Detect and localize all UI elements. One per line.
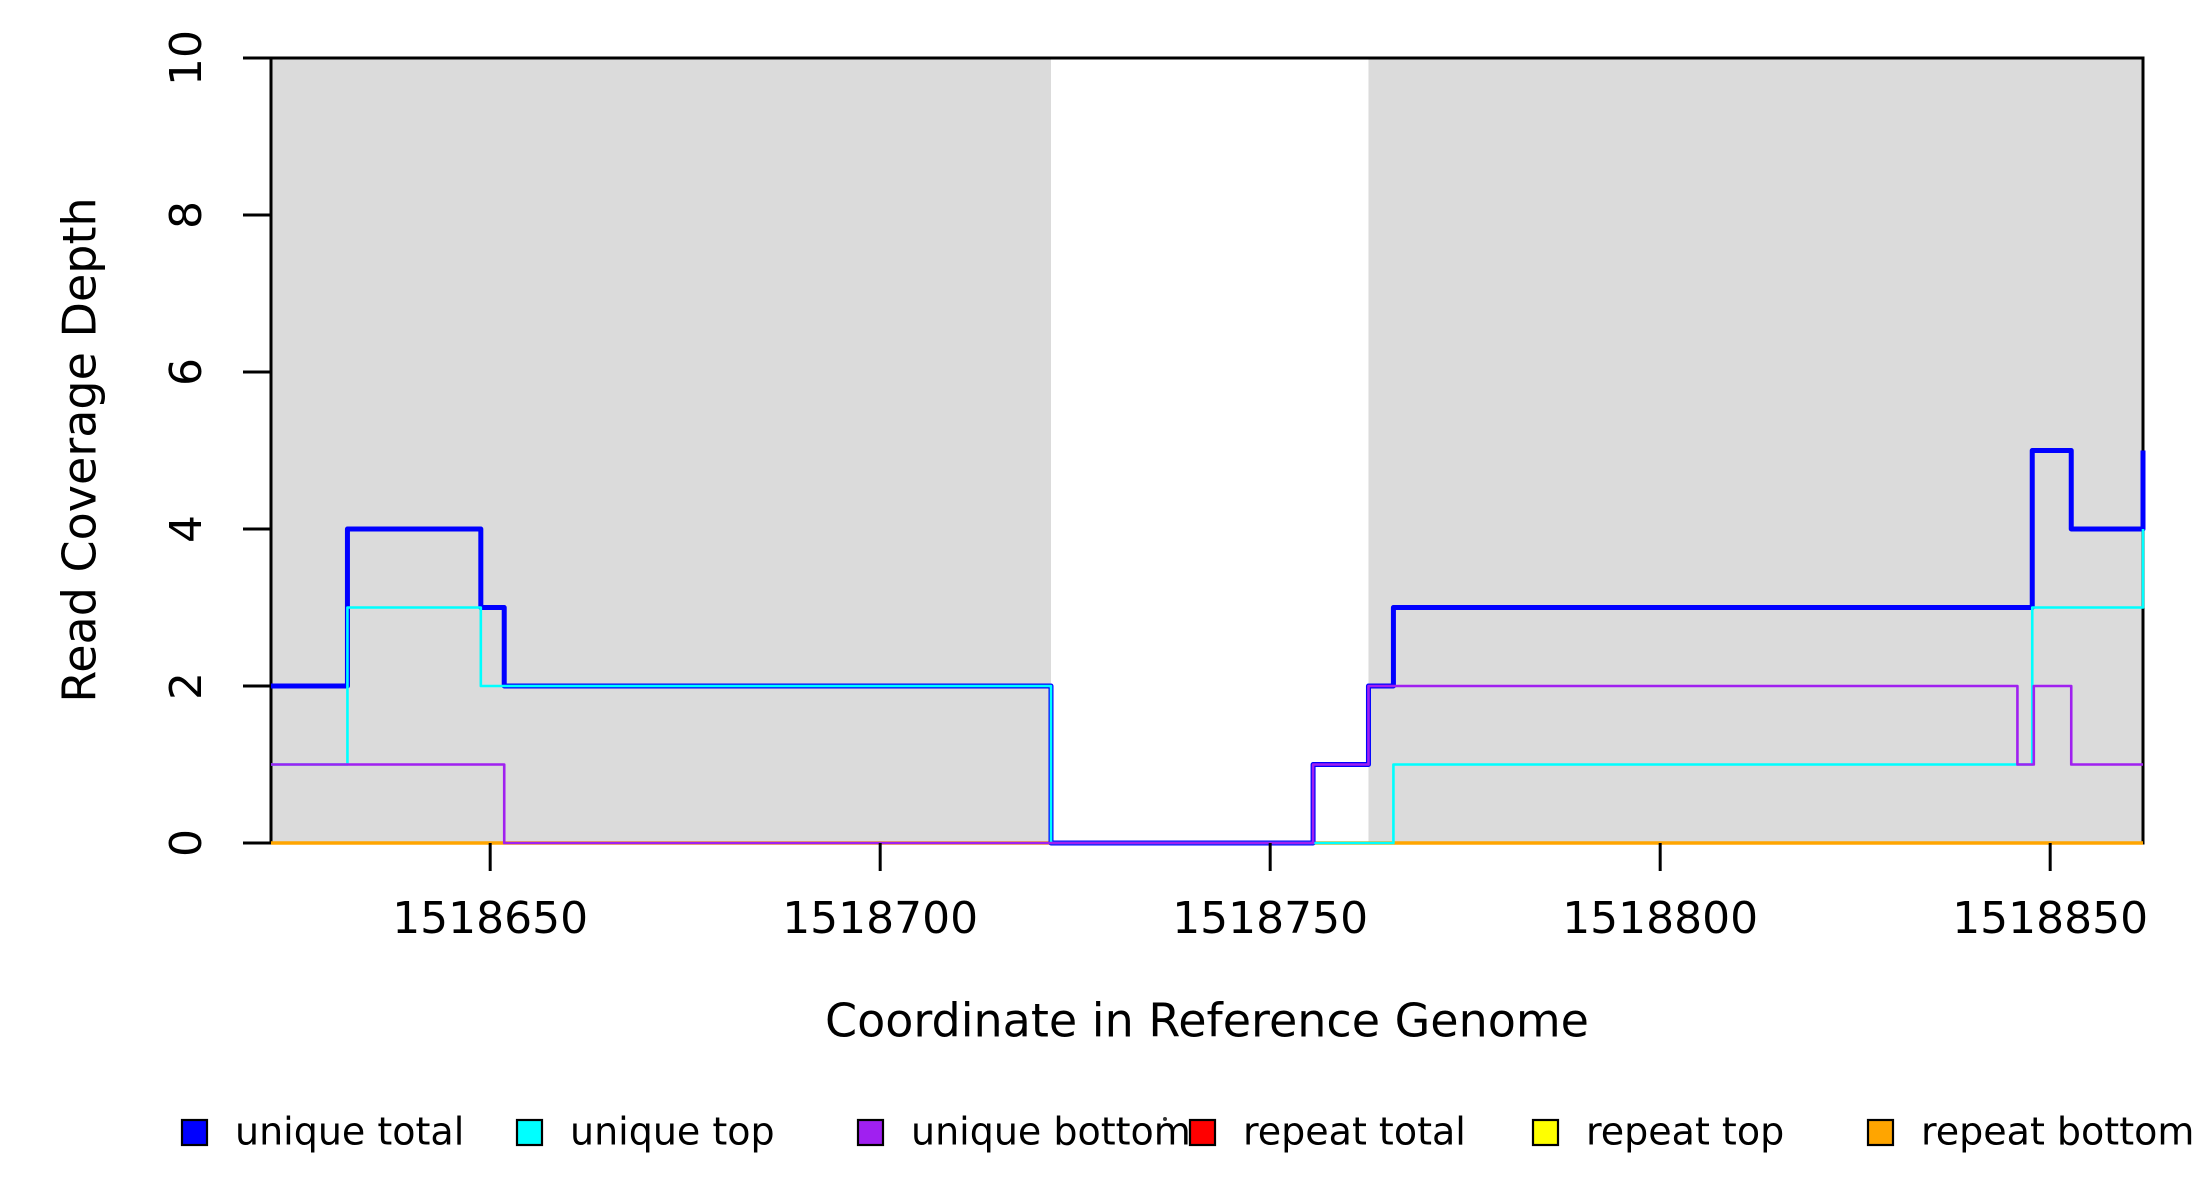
- x-tick-label: 1518700: [782, 893, 978, 944]
- legend-swatch-unique-total: [180, 1118, 209, 1147]
- legend-swatch-unique-bottom: [856, 1118, 885, 1147]
- series-unique-bottom-line: [271, 684, 2143, 845]
- legend-label-unique-bottom: unique bottom: [911, 1110, 1191, 1154]
- series-group: [271, 448, 2146, 846]
- stray-dot-artifact: [1163, 1117, 1167, 1121]
- alignability-shaded-region: [271, 58, 1051, 843]
- y-tick-label: 8: [161, 201, 212, 229]
- y-tick-label: 2: [161, 672, 212, 700]
- x-tick-label: 1518850: [1952, 893, 2148, 944]
- shaded-bands-group: [271, 58, 2143, 843]
- axis-ticks-group: 1518650 1518700 1518750 1518800 1518850 0 2 4 6 8…: [161, 30, 2148, 944]
- legend-swatch-unique-top: [515, 1118, 544, 1147]
- alignability-shaded-region: [1368, 58, 2143, 843]
- legend-swatch-repeat-total: [1188, 1118, 1217, 1147]
- x-tick-label: 1518800: [1562, 893, 1758, 944]
- y-tick-label: 10: [161, 30, 212, 86]
- y-axis-title: Read Coverage Depth: [53, 197, 107, 702]
- x-axis-title: Coordinate in Reference Genome: [825, 994, 1589, 1048]
- y-tick-label: 6: [161, 358, 212, 386]
- legend-label-repeat-bottom: repeat bottom: [1921, 1110, 2194, 1154]
- legend-swatch-repeat-bottom: [1866, 1118, 1895, 1147]
- legend-label-unique-total: unique total: [235, 1110, 464, 1154]
- y-tick-label: 0: [161, 829, 212, 857]
- legend-group: unique total unique top unique bottom repea…: [180, 1110, 2194, 1154]
- x-tick-label: 1518750: [1172, 893, 1368, 944]
- legend-label-repeat-top: repeat top: [1586, 1110, 1784, 1154]
- legend-label-unique-top: unique top: [570, 1110, 775, 1154]
- x-tick-label: 1518650: [392, 893, 588, 944]
- legend-swatch-repeat-top: [1531, 1118, 1560, 1147]
- legend-label-repeat-total: repeat total: [1243, 1110, 1466, 1154]
- y-tick-label: 4: [161, 515, 212, 543]
